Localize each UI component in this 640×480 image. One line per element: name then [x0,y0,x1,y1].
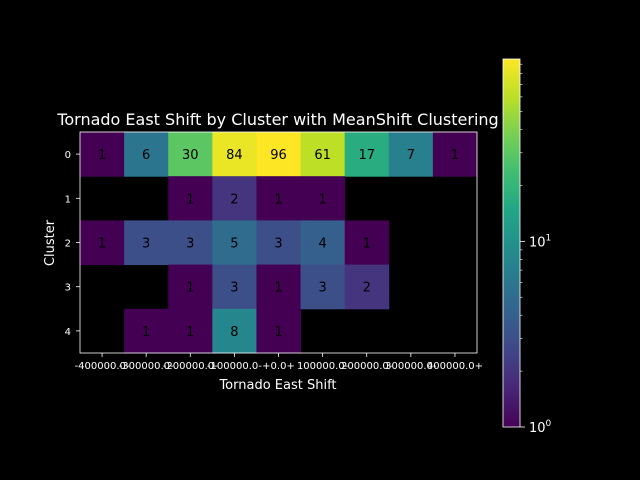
cell-value-label: 1 [186,325,194,340]
heatmap-cell [300,132,346,177]
heatmap-cell [212,220,257,266]
x-tick-label: 400000.0+ [427,361,483,372]
heatmap-cell [300,176,346,221]
heatmap-cell [212,308,257,354]
cell-annotations: 1 6 30 84 96 61 17 7 1 1 2 1 1 1 3 3 5 3 4 1 1 3 1 3 2 1 1 8 1 [98,148,459,340]
y-axis-label: Cluster [43,219,58,266]
cell-value-label: 5 [230,237,238,252]
heatmap-cell [124,220,169,266]
heatmap-cell [344,132,390,177]
y-tick-label: 1 [65,194,71,205]
cell-value-label: 1 [274,281,282,296]
chart-title: Tornado East Shift by Cluster with MeanS… [56,110,498,129]
heatmap-cell [344,264,390,310]
x-tick-label: -400000.0- [75,361,130,372]
x-tick-label: -100000.0- [207,361,262,372]
cell-value-label: 3 [142,237,150,252]
cell-value-label: 8 [230,325,238,340]
x-tick-label: -200000.0- [163,361,218,372]
x-tick-label: 200000.0- [341,361,393,372]
cell-value-label: 30 [182,148,199,163]
heatmap-cell [256,308,302,354]
heatmap-cell [168,308,213,354]
cell-value-label: 61 [314,148,331,163]
x-tick-label: 300000.0- [385,361,437,372]
heatmap-cell [80,220,125,266]
heatmap-cell [344,220,390,266]
heatmap-cell [212,132,257,177]
cell-value-label: 1 [363,237,371,252]
y-tick-label: 2 [65,239,71,250]
cell-value-label: 1 [98,148,106,163]
cell-value-label: 17 [358,148,375,163]
heatmap-cell [124,132,169,177]
cell-value-label: 3 [186,237,194,252]
y-tick-label: 0 [65,150,71,161]
cell-value-label: 1 [274,325,282,340]
colorbar [502,58,521,428]
heatmap-cell [80,132,125,177]
heatmap-cell [256,132,302,177]
heatmap-cell [300,220,346,266]
cell-value-label: 2 [230,192,238,207]
x-axis-ticks: -400000.0--300000.0--200000.0--100000.0-… [75,353,483,372]
cell-value-label: 96 [270,148,287,163]
heatmap-cells [80,132,478,354]
heatmap-cell [212,176,257,221]
cell-value-label: 4 [318,237,326,252]
x-tick-label: 100000.0- [297,361,349,372]
cell-value-label: 1 [451,148,459,163]
heatmap-cell [168,220,213,266]
cell-value-label: 1 [318,192,326,207]
cell-value-label: 1 [98,237,106,252]
heatmap-cell [388,132,434,177]
cell-value-label: 1 [274,192,282,207]
cell-value-label: 3 [274,237,282,252]
y-tick-label: 3 [65,283,71,294]
cell-value-label: 1 [186,192,194,207]
heatmap-cell [256,176,302,221]
cell-value-label: 1 [142,325,150,340]
heatmap-cell [256,264,302,310]
x-tick-label: -300000.0- [119,361,174,372]
cell-value-label: 3 [318,281,326,296]
heatmap-cell [256,220,302,266]
cell-value-label: 1 [186,281,194,296]
x-axis-label: Tornado East Shift [218,378,336,393]
heatmap-cell [212,264,257,310]
cell-value-label: 6 [142,148,150,163]
heatmap-cell [168,132,213,177]
heatmap-cell [124,308,169,354]
heatmap-cell [168,264,213,310]
heatmap-cell [168,176,213,221]
cell-value-label: 2 [363,281,371,296]
cell-value-label: 3 [230,281,238,296]
cell-value-label: 7 [407,148,415,163]
heatmap-cell [300,264,346,310]
y-axis-ticks: 0 1 2 3 4 [65,150,80,338]
cell-value-label: 84 [226,148,243,163]
y-tick-label: 4 [65,327,71,338]
x-tick-label: +0.0+ [262,361,295,372]
heatmap-cell [432,132,478,177]
